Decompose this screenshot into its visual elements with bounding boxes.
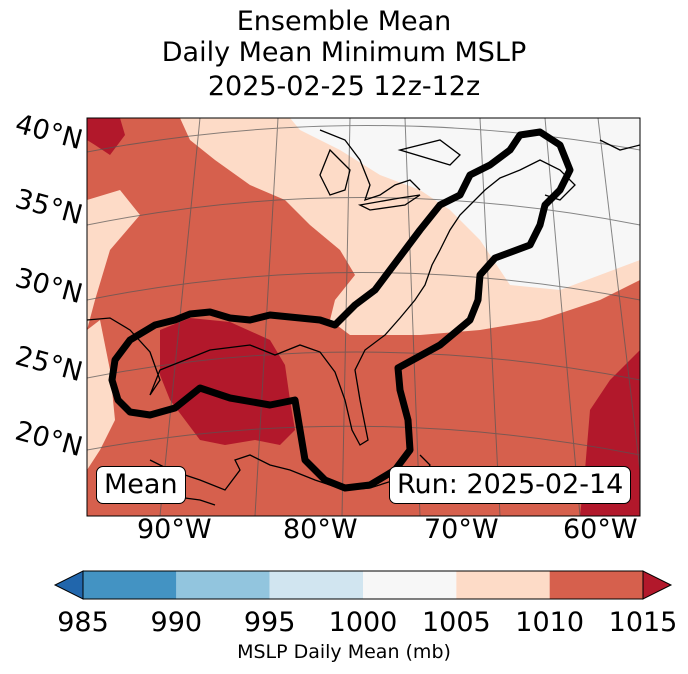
mean-label-box: Mean [96,466,186,504]
title-line-1: Ensemble Mean [236,6,452,37]
lon-label-80w: 80°W [283,514,358,545]
colorbar-segment [363,571,457,599]
colorbar-tick-label: 1005 [421,607,491,638]
field-1015-northwest [87,118,125,155]
contour-1015-outline [108,128,574,492]
colorbar-segment [549,571,643,599]
colorbar-segment [176,571,270,599]
colorbar-frame [82,570,644,600]
colorbar-label: MSLP Daily Mean (mb) [237,641,451,663]
colorbar-segment [269,571,363,599]
title-line-3: 2025-02-25 12z-12z [207,71,481,102]
colorbar-tick-label: 995 [243,607,296,638]
mslp-map [86,117,641,517]
field-1005-west-strip [87,190,140,330]
map-frame [86,117,641,517]
lon-label-70w: 70°W [424,514,499,545]
colorbar-segment [83,571,177,599]
colorbar-tick-label: 1000 [328,607,398,638]
field-1005-southwest-strip [87,320,115,470]
colorbar-tick-label: 985 [57,607,109,638]
run-label-box: Run: 2025-02-14 [389,466,632,504]
colorbar-tick-label: 1010 [515,607,585,638]
colorbar-extend-high [642,570,673,600]
colorbar-tick-label: 1015 [608,607,678,638]
title-line-2: Daily Mean Minimum MSLP [161,37,527,68]
colorbar-tick-label: 990 [150,607,203,638]
lon-label-90w: 90°W [137,514,212,545]
colorbar-segment [456,571,550,599]
field-1000-northeast [290,118,640,290]
colorbar-extend-low [53,570,84,600]
lon-label-60w: 60°W [563,514,638,545]
